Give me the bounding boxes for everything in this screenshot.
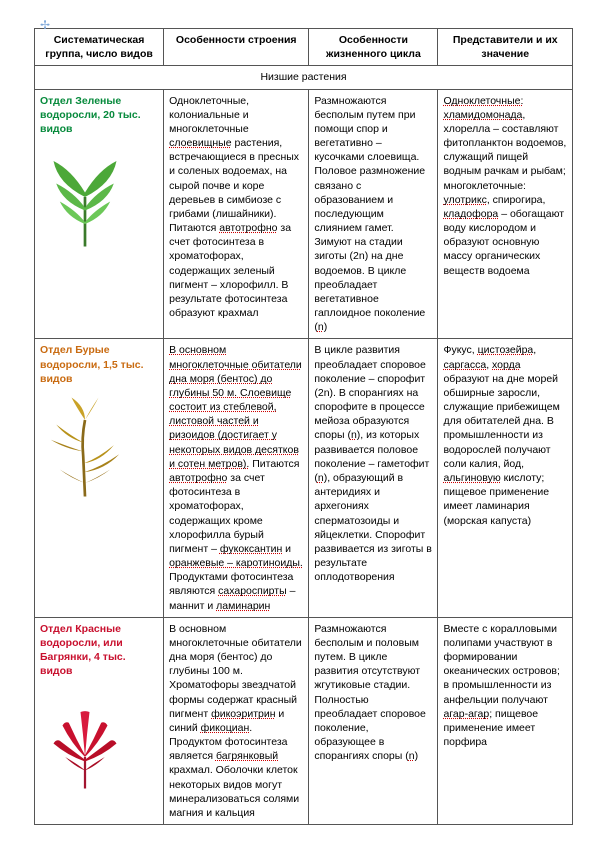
- structure-cell: В основном многоклеточные обитатели дна …: [164, 617, 309, 824]
- header-structure: Особенности строения: [164, 29, 309, 66]
- table-row: Отдел Зеленые водоросли, 20 тыс. видов О…: [35, 89, 573, 339]
- structure-cell: Одноклеточные, колониальные и многоклето…: [164, 89, 309, 339]
- table-anchor-icon: ✢: [40, 18, 50, 28]
- group-cell: Отдел Бурые водоросли, 1,5 тыс. видов: [35, 339, 164, 617]
- section-title: Низшие растения: [35, 66, 573, 89]
- structure-cell: В основном многоклеточные обитатели дна …: [164, 339, 309, 617]
- reps-cell: Вместе с коралловыми полипами участвуют …: [438, 617, 573, 824]
- header-lifecycle: Особенности жизненного цикла: [309, 29, 438, 66]
- header-group: Систематическая группа, число видов: [35, 29, 164, 66]
- reps-cell: Одноклеточные: хламидомонада, хлорелла –…: [438, 89, 573, 339]
- lifecycle-cell: Размножаются бесполым путем при помощи с…: [309, 89, 438, 339]
- algae-illustration: [40, 684, 130, 794]
- table-row: Отдел Красные водоросли, или Багрянки, 4…: [35, 617, 573, 824]
- group-cell: Отдел Зеленые водоросли, 20 тыс. видов: [35, 89, 164, 339]
- table-row: Отдел Бурые водоросли, 1,5 тыс. видов В …: [35, 339, 573, 617]
- algae-illustration: [40, 392, 130, 502]
- group-cell: Отдел Красные водоросли, или Багрянки, 4…: [35, 617, 164, 824]
- algae-illustration: [40, 142, 130, 252]
- algae-table: Систематическая группа, число видов Особ…: [34, 28, 573, 825]
- header-reps: Представители и их значение: [438, 29, 573, 66]
- lifecycle-cell: В цикле развития преобладает споровое по…: [309, 339, 438, 617]
- reps-cell: Фукус, цистозейра, саргасса, хорда образ…: [438, 339, 573, 617]
- lifecycle-cell: Размножаются бесполым и половым путем. В…: [309, 617, 438, 824]
